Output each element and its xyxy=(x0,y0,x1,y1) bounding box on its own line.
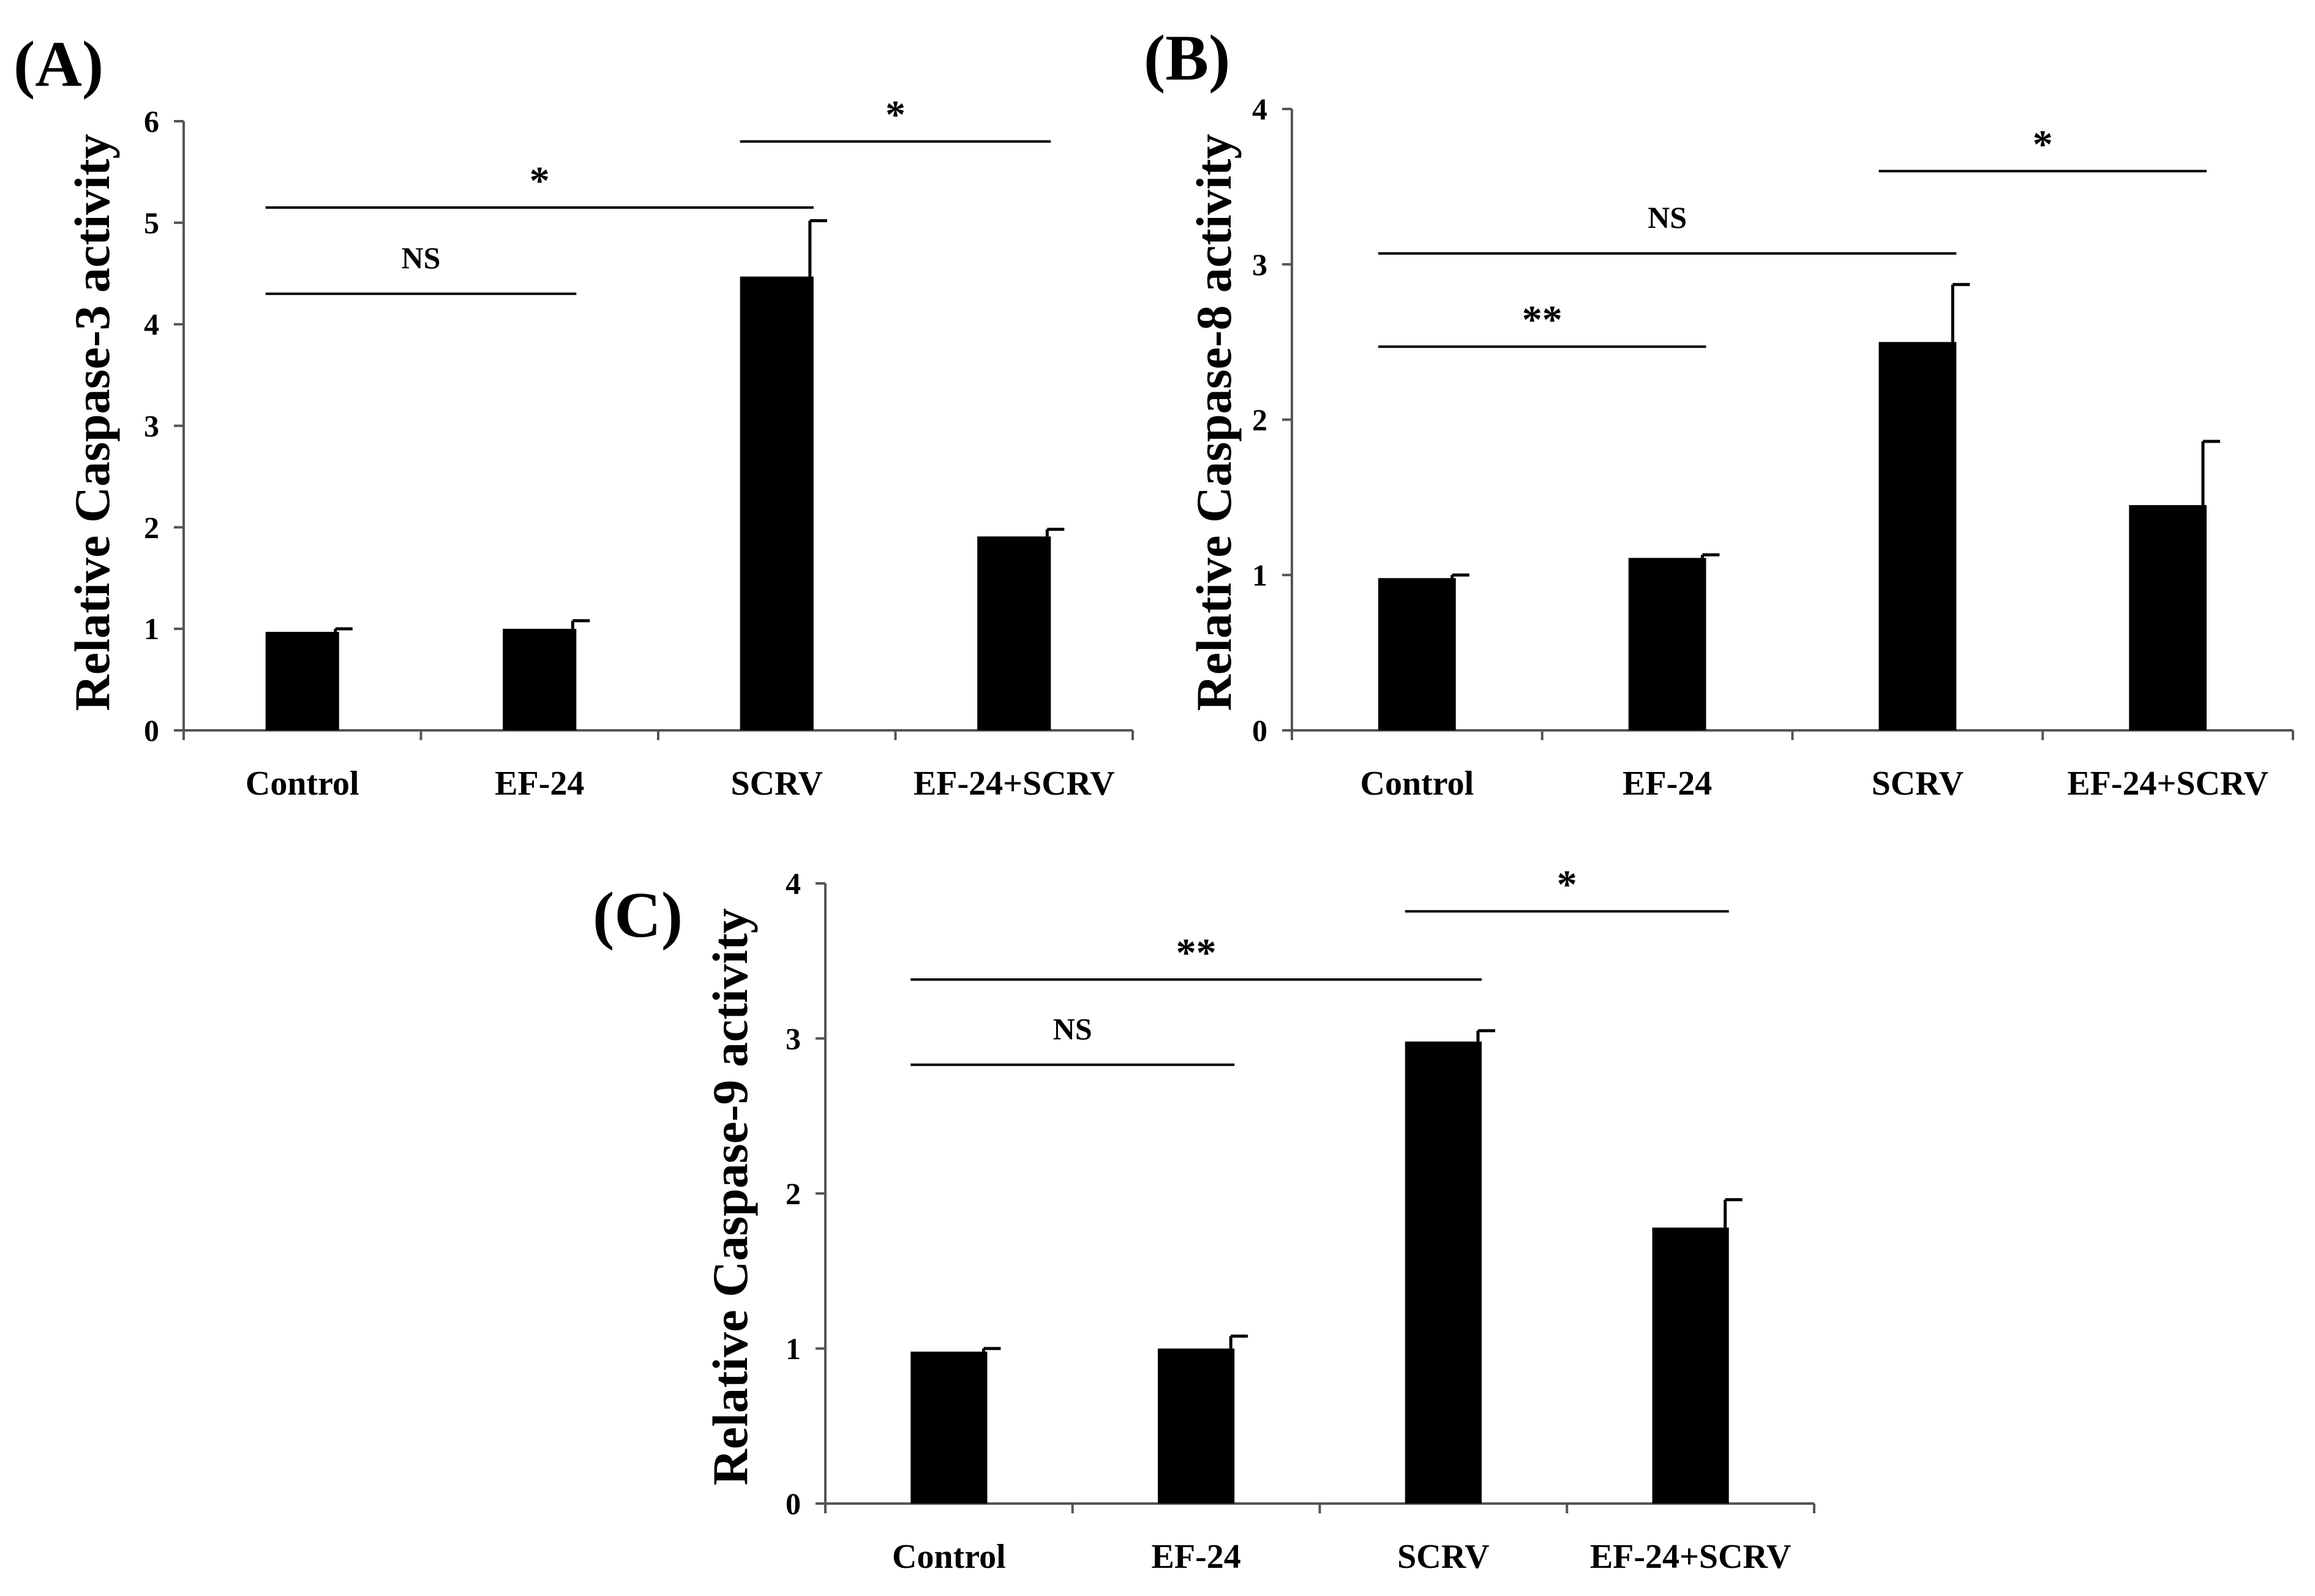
panel-a-letter: (A) xyxy=(13,28,103,100)
panel-a-category-label: EF-24+SCRV xyxy=(914,765,1115,803)
panel-c-bar xyxy=(910,1351,988,1504)
panel-a-y-tick-label: 5 xyxy=(144,206,159,240)
panel-a-significance-label: NS xyxy=(402,241,441,275)
panel-b-y-tick-label: 3 xyxy=(1252,247,1267,282)
panel-c-category-label: EF-24 xyxy=(1152,1538,1241,1576)
panel-a: (A) Relative Caspase-3 activity 0 1 2 3 4 5 6 C… xyxy=(13,28,1134,803)
panel-a-category-label: EF-24 xyxy=(495,765,584,803)
panel-c: (C) Relative Caspase-9 activity 0 1 2 3 4 Con… xyxy=(593,863,1815,1576)
panel-c-significance-label: NS xyxy=(1053,1011,1092,1046)
panel-b-significance-label: * xyxy=(2033,122,2053,167)
panel-b-bar xyxy=(1628,558,1706,730)
panel-b-ylabel: Relative Caspase-8 activity xyxy=(1186,134,1242,711)
panel-a-bar xyxy=(740,276,814,731)
panel-b-y-tick-label: 0 xyxy=(1252,713,1267,747)
panel-b-category-label: SCRV xyxy=(1872,765,1964,803)
panel-c-letter: (C) xyxy=(593,879,683,951)
panel-c-y-tick-label: 4 xyxy=(786,866,801,901)
panel-c-y-tick-label: 0 xyxy=(786,1486,801,1521)
panel-a-category-label: SCRV xyxy=(731,765,824,803)
panel-b-bar xyxy=(2129,505,2207,730)
panel-b-y-tick-label: 4 xyxy=(1252,92,1267,126)
panel-a-y-tick-label: 3 xyxy=(144,409,159,443)
panel-a-plot: 0 1 2 3 4 5 6 Control EF-24 SCRV EF-24+SCRV NS * * xyxy=(144,92,1134,803)
panel-a-bar xyxy=(977,536,1051,730)
panel-c-category-label: EF-24+SCRV xyxy=(1590,1538,1792,1576)
panel-a-y-tick-label: 1 xyxy=(144,612,159,646)
panel-c-ylabel: Relative Caspase-9 activity xyxy=(702,909,758,1486)
panel-c-significance-label: ** xyxy=(1176,931,1217,975)
panel-c-bar xyxy=(1652,1227,1729,1504)
panel-b-bar xyxy=(1378,578,1456,730)
panel-c-y-tick-label: 2 xyxy=(786,1177,801,1211)
panel-b-significance-label: ** xyxy=(1522,298,1563,342)
panel-a-y-tick-label: 6 xyxy=(144,104,159,138)
panel-a-significance-label: * xyxy=(530,159,550,203)
panel-c-category-label: Control xyxy=(892,1538,1006,1576)
panel-b-y-tick-label: 2 xyxy=(1252,403,1267,437)
panel-c-bar xyxy=(1405,1041,1482,1504)
panel-c-bar xyxy=(1158,1348,1235,1504)
panel-a-y-tick-label: 4 xyxy=(144,307,159,342)
panel-c-category-label: SCRV xyxy=(1397,1538,1490,1576)
panel-b-significance-label: NS xyxy=(1648,200,1687,234)
panel-a-ylabel: Relative Caspase-3 activity xyxy=(64,134,120,711)
panel-b-plot: 0 1 2 3 4 Control EF-24 SCRV EF-24+SCRV ** NS * xyxy=(1252,92,2294,803)
panel-b: (B) Relative Caspase-8 activity 0 1 2 3 4 Con… xyxy=(1144,22,2294,803)
panel-a-y-tick-label: 2 xyxy=(144,510,159,544)
panel-b-category-label: EF-24+SCRV xyxy=(2067,765,2268,803)
panel-b-letter: (B) xyxy=(1144,22,1230,94)
panel-b-bar xyxy=(1878,342,1957,730)
panel-a-significance-label: * xyxy=(885,92,906,137)
panel-a-category-label: Control xyxy=(246,765,359,803)
panel-b-y-tick-label: 1 xyxy=(1252,558,1267,592)
panel-a-bar xyxy=(503,629,577,730)
panel-c-significance-label: * xyxy=(1557,863,1577,907)
panel-b-category-label: Control xyxy=(1360,765,1474,803)
panel-b-category-label: EF-24 xyxy=(1623,765,1712,803)
panel-a-y-tick-label: 0 xyxy=(144,713,159,747)
panel-c-y-tick-label: 3 xyxy=(786,1021,801,1055)
panel-c-y-tick-label: 1 xyxy=(786,1332,801,1366)
panel-a-bar xyxy=(265,632,339,730)
